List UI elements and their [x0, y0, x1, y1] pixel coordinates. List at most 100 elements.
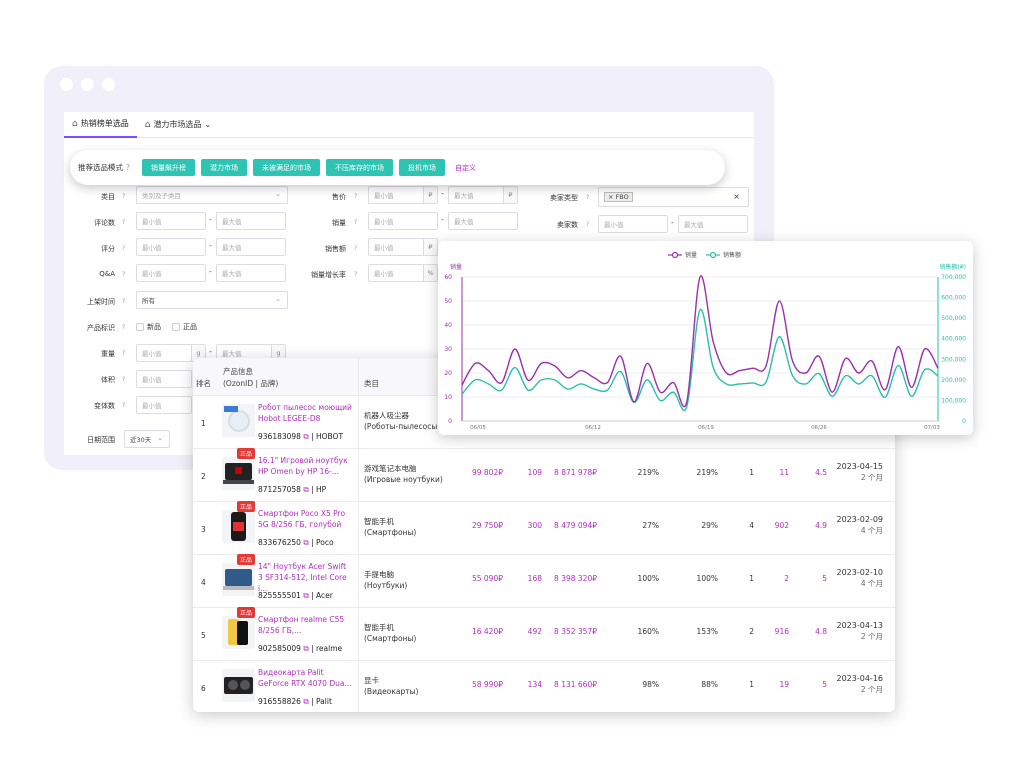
growth-cell: 100% — [637, 574, 659, 583]
product-name-link[interactable]: 14" Ноутбук Acer Swift 3 SF314-512, Inte… — [258, 562, 347, 593]
help-icon[interactable]: ? — [354, 271, 358, 278]
help-icon[interactable]: ? — [122, 324, 126, 331]
reviews-min-input[interactable]: 最小值 — [136, 212, 206, 230]
volume-min-input[interactable]: 最小值 — [136, 370, 192, 388]
product-thumbnail[interactable] — [222, 510, 255, 543]
help-icon[interactable]: ? — [354, 219, 358, 226]
mode-custom-link[interactable]: 自定义 — [454, 163, 476, 172]
price-max-input[interactable]: 最大值 ₽ — [448, 186, 518, 204]
mode-button-no-stock-market[interactable]: 不压库存的市场 — [325, 159, 393, 176]
qa-min-input[interactable]: 最小值 — [136, 264, 206, 282]
table-row[interactable]: 4 正品 14" Ноутбук Acer Swift 3 SF314-512, I… — [193, 554, 895, 608]
seller-type-select[interactable]: × FBO × — [598, 187, 749, 207]
help-icon[interactable]: ? — [126, 163, 130, 172]
seller-count-cell: 1 — [749, 574, 754, 583]
help-icon[interactable]: ? — [122, 376, 126, 383]
weight-min-input[interactable]: 最小值 g — [136, 344, 206, 362]
filter-label-volume: 体积 — [101, 376, 115, 384]
help-icon[interactable]: ? — [122, 219, 126, 226]
product-thumbnail[interactable] — [222, 669, 255, 702]
mode-button-unmet-market[interactable]: 未被满足的市场 — [252, 159, 320, 176]
product-name-link[interactable]: Смартфон realme C55 8/256 ГБ,... — [258, 615, 345, 635]
copy-icon[interactable]: ⧉ — [303, 697, 309, 706]
filter-label-weight: 重量 — [101, 350, 115, 358]
y-right-tick-label: 200,000 — [941, 377, 966, 384]
rating-cell: 5 — [822, 680, 827, 689]
product-thumbnail[interactable] — [222, 563, 255, 596]
rank-cell: 3 — [201, 525, 206, 534]
product-id: 833676250 ⧉ | Poco — [258, 538, 334, 547]
share-cell: 88% — [701, 680, 718, 689]
help-icon[interactable]: ? — [354, 193, 358, 200]
qa-max-input[interactable]: 最大值 — [216, 264, 286, 282]
rank-cell: 5 — [201, 631, 206, 640]
clear-icon[interactable]: × — [733, 192, 740, 201]
mode-button-potential-market[interactable]: 潜力市场 — [200, 159, 247, 176]
copy-icon[interactable]: ⧉ — [303, 485, 309, 494]
product-name-link[interactable]: Робот пылесос моющий Hobot LEGEE-D8 — [258, 403, 352, 423]
copy-icon[interactable]: ⧉ — [303, 644, 309, 653]
weight-max-input[interactable]: 最大值 g — [216, 344, 286, 362]
sales-min-input[interactable]: 最小值 — [368, 212, 438, 230]
tab-bar: ⌂ 热销榜单选品 ⌂ 潜力市场选品 ⌄ — [64, 112, 754, 138]
rating-max-input[interactable]: 最大值 — [216, 238, 286, 256]
product-name-link[interactable]: 16.1" Игровой ноутбук HP Omen by HP 16-.… — [258, 456, 348, 476]
variants-min-input[interactable]: 最小值 — [136, 396, 192, 414]
help-icon[interactable]: ? — [586, 194, 590, 201]
checkbox-box[interactable] — [172, 323, 180, 331]
help-icon[interactable]: ? — [122, 193, 126, 200]
table-row[interactable]: 2 正品 16.1" Игровой ноутбук HP Omen by HP 1… — [193, 448, 895, 502]
help-icon[interactable]: ? — [122, 271, 126, 278]
new-checkbox[interactable]: 新品 — [136, 322, 161, 332]
seller-count-min-input[interactable]: 最小值 — [598, 215, 668, 233]
table-row[interactable]: 6 Видеокарта Palit GeForce RTX 4070 Dua..… — [193, 661, 895, 712]
product-thumbnail[interactable] — [222, 616, 255, 649]
copy-icon[interactable]: ⧉ — [303, 538, 309, 547]
window-dot[interactable] — [60, 78, 73, 91]
help-icon[interactable]: ? — [122, 402, 126, 409]
product-thumbnail[interactable] — [222, 404, 255, 437]
listing-date-cell: 2023-04-15 2 个月 — [836, 462, 884, 482]
category-select[interactable]: 类别及子类目 ⌄ — [136, 186, 288, 204]
home-icon: ⌂ — [144, 119, 151, 130]
header-rank: 排名 — [196, 379, 211, 388]
filter-label-price: 售价 — [332, 193, 346, 201]
table-row[interactable]: 3 正品 Смартфон Poco X5 Pro 5G 8/256 ГБ, гол… — [193, 501, 895, 555]
window-dot[interactable] — [81, 78, 94, 91]
mode-button-sales-surge[interactable]: 销量飙升榜 — [141, 159, 195, 176]
tab-hot-sales[interactable]: ⌂ 热销榜单选品 — [64, 112, 137, 138]
fbo-tag[interactable]: × FBO — [604, 192, 633, 202]
range-dash: - — [209, 347, 212, 356]
range-dash: - — [209, 241, 212, 250]
sales-max-input[interactable]: 最大值 — [448, 212, 518, 230]
share-cell: 100% — [696, 574, 718, 583]
copy-icon[interactable]: ⧉ — [303, 432, 309, 441]
revenue-min-input[interactable]: 最小值 ₽ — [368, 238, 438, 256]
copy-icon[interactable]: ⧉ — [303, 591, 309, 600]
product-thumbnail[interactable] — [222, 457, 255, 490]
rating-cell: 5 — [822, 574, 827, 583]
checkbox-box[interactable] — [136, 323, 144, 331]
y-left-tick-label: 60 — [444, 274, 452, 281]
table-row[interactable]: 5 正品 Смартфон realme C55 8/256 ГБ,... 90258… — [193, 607, 895, 661]
price-min-input[interactable]: 最小值 ₽ — [368, 186, 438, 204]
tab-potential-market[interactable]: ⌂ 潜力市场选品 ⌄ — [144, 119, 212, 130]
reviews-max-input[interactable]: 最大值 — [216, 212, 286, 230]
help-icon[interactable]: ? — [122, 298, 126, 305]
help-icon[interactable]: ? — [586, 221, 590, 228]
mode-button-speculative-market[interactable]: 投机市场 — [398, 159, 445, 176]
revenue-cell: 8 352 357₽ — [554, 627, 597, 636]
table-row[interactable]: 1 Робот пылесос моющий Hobot LEGEE-D8 9361… — [193, 396, 895, 449]
growth-min-input[interactable]: 最小值% — [368, 264, 438, 282]
help-icon[interactable]: ? — [122, 350, 126, 357]
genuine-checkbox[interactable]: 正品 — [172, 322, 197, 332]
help-icon[interactable]: ? — [122, 245, 126, 252]
help-icon[interactable]: ? — [354, 245, 358, 252]
window-dot[interactable] — [102, 78, 115, 91]
listing-time-select[interactable]: 所有 ⌄ — [136, 291, 288, 309]
product-name-link[interactable]: Видеокарта Palit GeForce RTX 4070 Dua... — [258, 668, 352, 688]
date-range-select[interactable]: 近30天 ⌄ — [124, 430, 170, 448]
seller-count-max-input[interactable]: 最大值 — [678, 215, 748, 233]
product-name-link[interactable]: Смартфон Poco X5 Pro 5G 8/256 ГБ, голубо… — [258, 509, 346, 529]
rating-min-input[interactable]: 最小值 — [136, 238, 206, 256]
